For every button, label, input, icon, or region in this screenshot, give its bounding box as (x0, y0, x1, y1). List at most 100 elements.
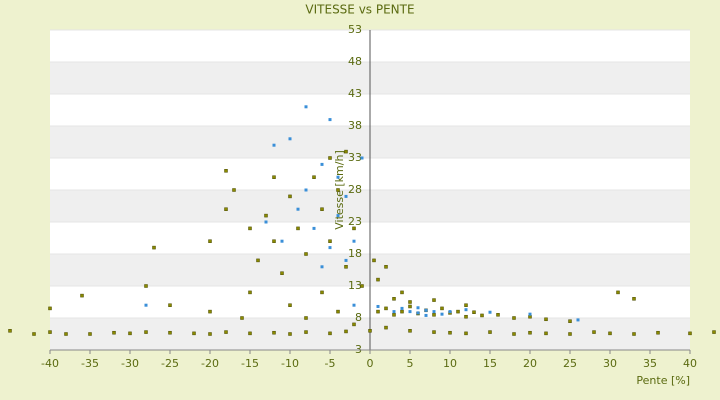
point (344, 258, 348, 262)
point (656, 330, 660, 335)
point (336, 175, 340, 179)
point (64, 332, 68, 336)
point (528, 312, 532, 316)
point (384, 306, 388, 311)
point (224, 330, 228, 334)
x-tick-label: 0 (367, 357, 374, 370)
point (576, 318, 580, 322)
point (372, 258, 376, 263)
point (328, 331, 332, 336)
point (304, 252, 308, 256)
point (568, 332, 572, 336)
point (336, 214, 340, 218)
point (376, 277, 380, 282)
point (416, 306, 420, 310)
point (296, 207, 300, 211)
point (408, 310, 412, 314)
point (232, 188, 236, 192)
point (448, 330, 452, 335)
point (464, 314, 468, 319)
point (288, 137, 292, 141)
x-tick-label: -40 (41, 357, 59, 370)
x-tick-label: -35 (81, 357, 99, 370)
point (272, 175, 276, 179)
y-tick-label: 38 (348, 119, 362, 132)
point (144, 303, 148, 307)
point (328, 118, 332, 122)
point (400, 290, 404, 295)
point (608, 331, 612, 336)
point (320, 207, 324, 211)
point (312, 226, 316, 230)
point (480, 313, 484, 318)
x-tick-label: 10 (443, 357, 457, 370)
x-axis-label: Pente [%] (636, 374, 690, 387)
point (416, 311, 420, 315)
y-tick-label: 28 (348, 183, 362, 196)
point (528, 330, 532, 335)
point (632, 332, 636, 336)
point (352, 322, 356, 327)
point (464, 331, 468, 336)
point (352, 303, 356, 307)
point (432, 298, 436, 302)
y-tick-label: 48 (348, 55, 362, 68)
point (528, 314, 532, 319)
point (360, 284, 364, 288)
point (464, 308, 468, 312)
point (88, 332, 92, 336)
point (248, 290, 252, 295)
x-tick-label: 25 (563, 357, 577, 370)
point (512, 316, 516, 320)
point (272, 239, 276, 243)
point (400, 306, 404, 310)
point (464, 303, 468, 307)
point (496, 313, 500, 317)
point (488, 310, 492, 314)
point (344, 149, 348, 154)
point (248, 226, 252, 231)
point (328, 239, 332, 243)
point (320, 265, 324, 269)
point (344, 265, 348, 269)
point (448, 310, 452, 314)
point (288, 332, 292, 336)
x-tick-label: 15 (483, 357, 497, 370)
y-tick-label: 18 (348, 247, 362, 260)
point (392, 310, 396, 314)
point (688, 331, 692, 336)
point (376, 309, 380, 314)
x-tick-label: -20 (201, 357, 219, 370)
point (192, 331, 196, 336)
point (48, 330, 52, 334)
point (304, 316, 308, 320)
x-tick-label: -10 (281, 357, 299, 370)
point (544, 317, 548, 322)
point (488, 330, 492, 334)
point (544, 331, 548, 336)
point (328, 246, 332, 250)
point (432, 310, 436, 314)
point (384, 325, 388, 330)
point (152, 245, 156, 250)
point (336, 309, 340, 314)
point (320, 290, 324, 295)
y-tick-label: 23 (348, 215, 362, 228)
point (616, 290, 620, 295)
point (424, 308, 428, 312)
point (392, 313, 396, 317)
point (336, 188, 340, 192)
point (32, 332, 36, 336)
y-tick-label: 53 (348, 23, 362, 36)
point (272, 143, 276, 147)
point (376, 304, 380, 308)
y-tick-label: 8 (355, 311, 362, 324)
y-tick-label: 43 (348, 87, 362, 100)
chart-title: VITESSE vs PENTE (305, 3, 414, 17)
point (296, 226, 300, 231)
point (312, 175, 316, 179)
x-tick-label: -30 (121, 357, 139, 370)
point (392, 297, 396, 301)
point (208, 332, 212, 336)
